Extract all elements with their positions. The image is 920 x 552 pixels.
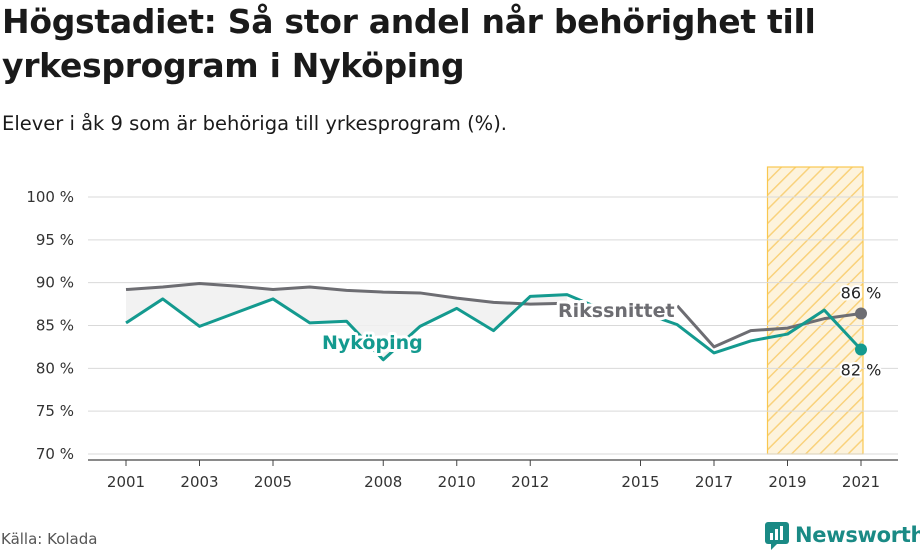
end-label-nykoping: 82 % (841, 360, 882, 379)
source-note: Källa: Kolada (1, 530, 98, 548)
brand-logo[interactable]: Newsworthy (765, 519, 920, 551)
y-tick-label: 85 % (36, 317, 74, 335)
x-tick-label: 2021 (842, 473, 880, 491)
series-line-nykoping (125, 293, 863, 362)
series-line-rikssnittet (125, 282, 568, 306)
brand-name: Newsworthy (795, 523, 920, 547)
chart-title: Högstadiet: Så stor andel når behörighet… (2, 2, 816, 85)
x-tick-label: 2012 (511, 473, 549, 491)
chart-subtitle: Elever i åk 9 som är behöriga till yrkes… (2, 112, 508, 135)
y-tick-label: 75 % (36, 402, 74, 420)
y-tick-label: 100 % (26, 188, 74, 206)
y-tick-label: 80 % (36, 359, 74, 377)
end-label-rikssnittet: 86 % (841, 284, 882, 303)
y-tick-label: 95 % (36, 231, 74, 249)
x-tick-label: 2008 (364, 473, 402, 491)
x-tick-label: 2017 (695, 473, 733, 491)
x-tick-label: 2005 (254, 473, 292, 491)
y-tick-label: 70 % (36, 445, 74, 463)
x-tick-label: 2015 (621, 473, 659, 491)
series-line-nykoping-end-point (855, 343, 867, 356)
x-tick-label: 2019 (768, 473, 806, 491)
newsworthy-logo-icon (765, 522, 789, 550)
x-tick-label: 2003 (180, 473, 218, 491)
difference-area (126, 283, 567, 360)
x-tick-label: 2010 (438, 473, 476, 491)
y-tick-label: 90 % (36, 274, 74, 292)
series-label-rikssnittet: Rikssnittet (558, 300, 675, 322)
x-tick-label: 2001 (107, 473, 145, 491)
series-label-nykoping: Nyköping (322, 332, 423, 354)
series-line-rikssnittet-end-point (855, 307, 867, 320)
